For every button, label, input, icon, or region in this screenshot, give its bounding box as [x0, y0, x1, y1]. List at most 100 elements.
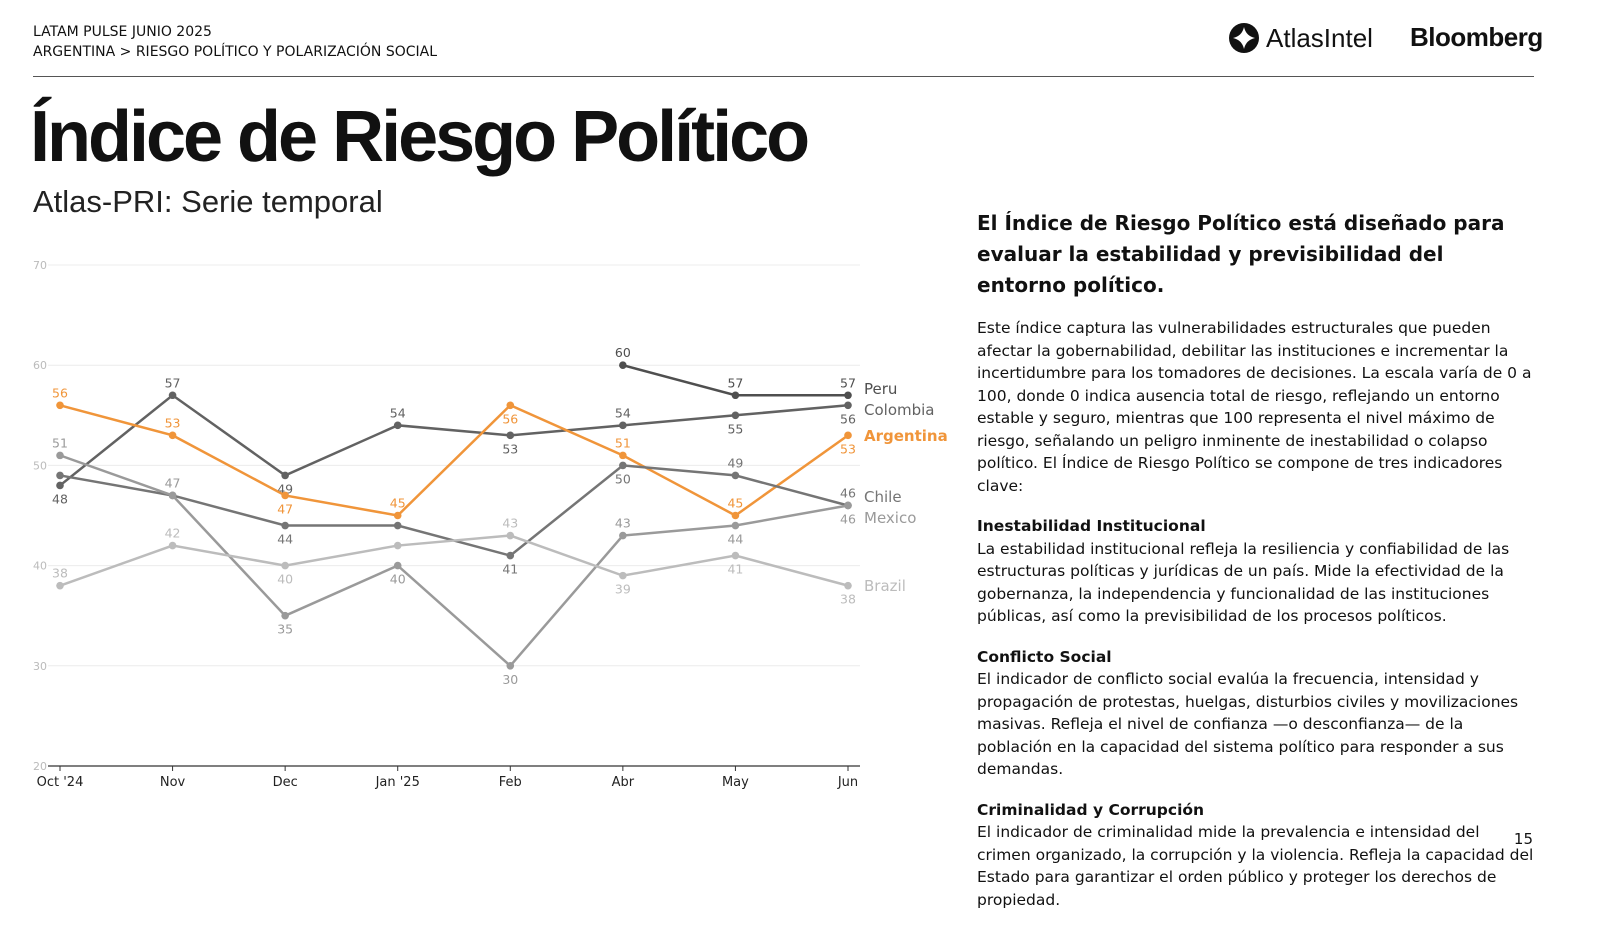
data-point-colombia	[168, 391, 177, 400]
bloomberg-logo: Bloomberg	[1410, 22, 1543, 52]
data-label: 54	[615, 405, 631, 420]
legend-label-mexico: Mexico	[864, 509, 916, 527]
data-point-chile	[506, 551, 515, 560]
data-label: 51	[52, 435, 68, 450]
report-name: LATAM PULSE JUNIO 2025	[33, 24, 212, 40]
indicator-section: Conflicto Social El indicador de conflict…	[977, 646, 1537, 781]
legend-label-argentina: Argentina	[864, 427, 948, 445]
data-label: 43	[502, 516, 518, 531]
data-point-peru	[731, 391, 740, 400]
data-point-brazil	[731, 551, 740, 560]
y-tick-label: 50	[33, 459, 47, 472]
y-tick-label: 40	[33, 560, 47, 573]
data-label: 51	[615, 435, 631, 450]
data-label: 39	[615, 582, 631, 597]
x-tick-label: Nov	[160, 775, 186, 790]
legend-label-brazil: Brazil	[864, 577, 906, 595]
data-point-brazil	[168, 541, 177, 550]
data-label: 47	[277, 501, 293, 516]
x-tick-label: Abr	[612, 775, 635, 790]
x-tick-label: Oct '24	[37, 775, 84, 790]
data-label: 50	[615, 471, 631, 486]
indicator-text: El indicador de conflicto social evalúa …	[977, 670, 1519, 778]
data-point-mexico	[168, 491, 177, 500]
section-path: ARGENTINA > RIESGO POLÍTICO Y POLARIZACI…	[33, 44, 438, 60]
data-label: 38	[52, 566, 68, 581]
data-point-mexico	[844, 501, 852, 510]
x-tick-label: May	[722, 775, 749, 790]
data-point-chile	[56, 471, 64, 480]
data-label: 46	[840, 511, 856, 526]
x-tick-label: Dec	[273, 775, 298, 790]
data-label: 57	[165, 375, 181, 390]
data-label: 43	[615, 516, 631, 531]
page-title: Índice de Riesgo Político	[30, 97, 810, 177]
description-intro: Este índice captura las vulnerabilidades…	[977, 319, 1532, 495]
line-chart: 20 30 40 50 60 70 Oct '24 Nov Dec Jan '25 Feb Abr Ma…	[33, 259, 948, 790]
legend-label-colombia: Colombia	[864, 401, 935, 419]
data-label: 57	[727, 375, 743, 390]
series-line-colombia	[59, 393, 849, 487]
data-label: 44	[727, 532, 743, 547]
data-label: 40	[390, 572, 406, 587]
series-line-argentina	[59, 403, 849, 517]
data-label: 41	[727, 562, 743, 577]
data-point-chile	[393, 521, 402, 530]
indicator-title: Criminalidad y Corrupción	[977, 800, 1205, 819]
data-point-brazil	[844, 581, 852, 590]
data-point-argentina	[619, 451, 627, 460]
data-label: 46	[840, 485, 856, 500]
data-label: 57	[840, 375, 856, 390]
data-point-mexico	[506, 662, 515, 670]
description-heading: El Índice de Riesgo Político está diseña…	[977, 211, 1505, 297]
data-point-colombia	[506, 431, 515, 440]
indicator-text: La estabilidad institucional refleja la …	[977, 539, 1510, 626]
data-point-peru	[844, 391, 852, 400]
data-label: 53	[165, 415, 181, 430]
data-point-argentina	[731, 511, 740, 520]
data-point-brazil	[281, 561, 289, 570]
data-point-mexico	[731, 521, 740, 530]
data-point-argentina	[506, 401, 515, 410]
data-label: 56	[52, 385, 68, 400]
description-panel: El Índice de Riesgo Político está diseña…	[977, 208, 1537, 929]
y-tick-label: 30	[33, 660, 47, 673]
atlasintel-wordmark: AtlasIntel	[1266, 22, 1373, 53]
legend-label-peru: Peru	[864, 380, 897, 398]
data-point-argentina	[281, 491, 289, 500]
data-label: 49	[727, 455, 743, 470]
data-point-mexico	[619, 531, 627, 540]
chart-subtitle: Atlas-PRI: Serie temporal	[33, 184, 383, 219]
data-point-colombia	[393, 421, 402, 430]
data-label: 44	[277, 532, 293, 547]
data-point-mexico	[393, 561, 402, 570]
data-label: 40	[277, 572, 293, 587]
data-point-colombia	[844, 401, 852, 410]
data-label: 53	[840, 441, 856, 456]
data-point-brazil	[506, 531, 515, 540]
data-label: 53	[502, 441, 518, 456]
header-divider	[33, 76, 1534, 77]
atlasintel-logo: AtlasIntel	[1228, 22, 1373, 54]
data-label: 41	[502, 562, 518, 577]
y-tick-label: 70	[33, 259, 47, 272]
data-label: 60	[615, 345, 631, 360]
data-label: 42	[165, 526, 181, 541]
indicator-title: Conflicto Social	[977, 647, 1112, 666]
series-line-mexico	[59, 454, 849, 668]
data-point-argentina	[168, 431, 177, 440]
data-point-colombia	[619, 421, 627, 430]
data-point-colombia	[731, 411, 740, 420]
data-label: 56	[840, 411, 856, 426]
data-point-chile	[281, 521, 289, 530]
x-tick-label: Feb	[499, 775, 522, 790]
breadcrumb: LATAM PULSE JUNIO 2025 ARGENTINA > RIESG…	[33, 22, 437, 62]
data-label: 56	[502, 411, 518, 426]
data-label: 55	[727, 421, 743, 436]
indicator-text: El indicador de criminalidad mide la pre…	[977, 823, 1534, 909]
data-point-mexico	[56, 451, 64, 460]
data-label: 35	[277, 622, 293, 637]
data-point-brazil	[619, 571, 627, 580]
data-label: 38	[840, 592, 856, 607]
data-point-peru	[619, 361, 627, 369]
